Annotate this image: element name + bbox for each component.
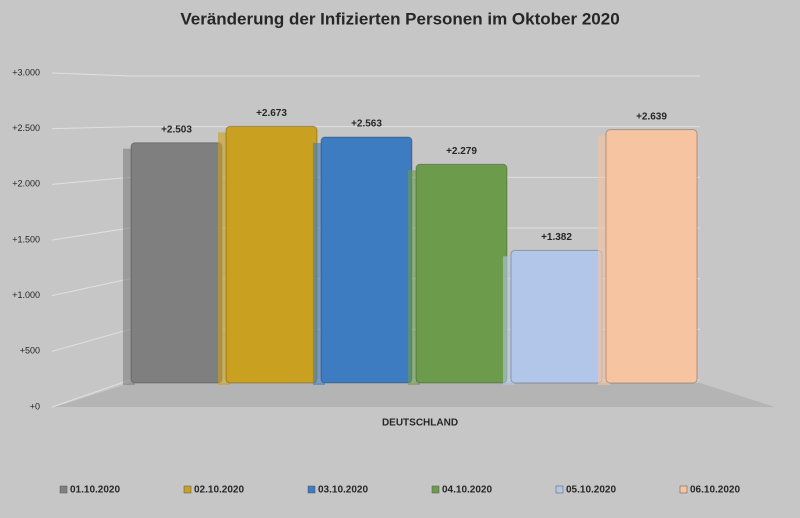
bar — [320, 136, 413, 384]
bar — [510, 249, 603, 384]
legend-label: 05.10.2020 — [566, 485, 616, 496]
legend-swatch — [431, 485, 440, 494]
y-tick-label: +0 — [30, 401, 40, 411]
value-label: +2.279 — [446, 146, 477, 157]
legend-label: 04.10.2020 — [442, 485, 492, 496]
legend-swatch — [307, 485, 316, 494]
x-tick-label: DEUTSCHLAND — [382, 418, 458, 429]
y-tick-label: +500 — [20, 346, 40, 356]
y-tick-label: +3.000 — [12, 67, 40, 77]
y-tick-label: +1.500 — [12, 234, 40, 244]
bar — [605, 129, 698, 384]
y-tick-label: +1.000 — [12, 290, 40, 300]
bar — [130, 142, 223, 384]
legend-label: 06.10.2020 — [690, 485, 740, 496]
chart-title: Veränderung der Infizierten Personen im … — [180, 9, 619, 28]
legend-label: 03.10.2020 — [318, 485, 368, 496]
y-tick-label: +2.500 — [12, 123, 40, 133]
y-tick-label: +2.000 — [12, 179, 40, 189]
value-label: +2.673 — [256, 108, 287, 119]
legend-label: 01.10.2020 — [70, 485, 120, 496]
legend-swatch — [555, 485, 564, 494]
grid-line — [51, 72, 700, 77]
bar — [225, 125, 318, 384]
bar — [415, 163, 508, 384]
legend-swatch — [679, 485, 688, 494]
value-label: +1.382 — [541, 232, 572, 243]
grid-line — [51, 126, 700, 130]
value-label: +2.503 — [161, 124, 192, 135]
legend-swatch — [183, 485, 192, 494]
floor — [55, 383, 775, 407]
value-label: +2.639 — [636, 111, 667, 122]
legend-label: 02.10.2020 — [194, 485, 244, 496]
legend-swatch — [59, 485, 68, 494]
value-label: +2.563 — [351, 119, 382, 130]
